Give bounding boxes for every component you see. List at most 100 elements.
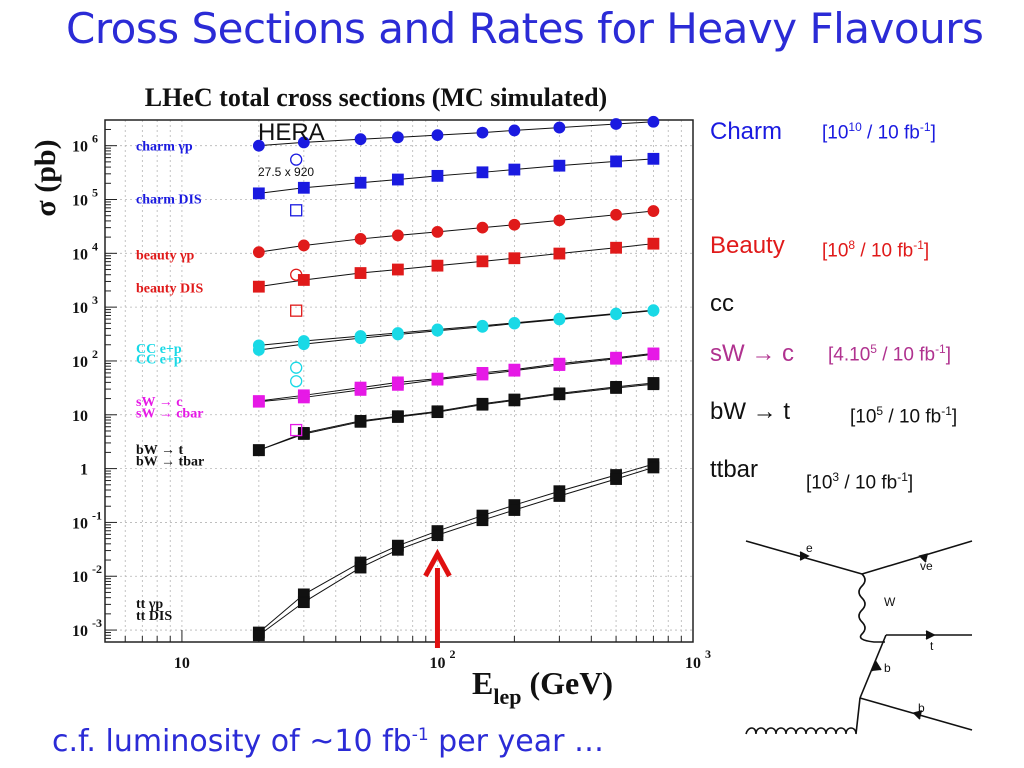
- data-point: [252, 246, 265, 259]
- series-line: [258, 158, 654, 194]
- data-point: [553, 490, 566, 502]
- hera-point: [290, 204, 303, 217]
- data-point: [476, 221, 489, 234]
- legend-entry: CC e+p: [136, 353, 182, 368]
- energy-arrow: [423, 548, 452, 648]
- data-point: [647, 152, 660, 165]
- data-point: [252, 629, 265, 642]
- rate-exp: 8: [848, 238, 856, 252]
- data-point: [610, 473, 622, 485]
- data-point: [297, 136, 310, 149]
- data-point: [647, 461, 660, 474]
- rate-lumi-exp: -1: [935, 342, 946, 356]
- rate-label: [4.105 / 10 fb-1]: [828, 342, 951, 366]
- hera-points: [290, 153, 303, 437]
- legend-entry: charm γp: [136, 140, 193, 155]
- y-tick-label-exp: -2: [92, 562, 102, 576]
- data-point: [297, 391, 310, 404]
- feynman-label-ve: ve: [920, 559, 933, 573]
- legend-entry: tt γp: [136, 597, 163, 612]
- y-tick-label: 10: [72, 300, 88, 317]
- series-line: [258, 310, 654, 351]
- data-point: [354, 267, 367, 279]
- data-point: [252, 344, 265, 356]
- feynman-arrow-bbar: [912, 710, 923, 720]
- data-point: [553, 247, 566, 260]
- series-markers: [252, 115, 660, 642]
- series-line: [258, 352, 654, 402]
- rate-exp: 10: [848, 120, 862, 134]
- y-tick-label: 10: [72, 515, 88, 532]
- series-line: [258, 210, 654, 253]
- rate-base: [10: [822, 240, 849, 262]
- rate-close: ]: [923, 240, 930, 262]
- rate-label: [103 / 10 fb-1]: [806, 470, 913, 494]
- y-tick-label-exp: -3: [92, 616, 102, 630]
- data-point: [647, 205, 660, 217]
- data-point: [610, 208, 622, 221]
- x-axis-label: Elep (GeV): [472, 665, 613, 709]
- data-point: [647, 304, 660, 317]
- feynman-b-line: [859, 634, 887, 699]
- data-point: [431, 324, 444, 337]
- data-point: [508, 252, 521, 265]
- y-tick-label-exp: 6: [92, 132, 98, 146]
- y-tick-label: 1: [80, 462, 88, 479]
- feynman-gluon: [745, 697, 861, 735]
- rate-base: [10: [850, 406, 877, 428]
- rate-close: ]: [930, 122, 936, 144]
- rate-label: [108 / 10 fb-1]: [822, 238, 929, 262]
- rate-lumi-exp: -1: [941, 404, 952, 418]
- data-point: [610, 352, 622, 365]
- legend-entry: sW → cbar: [136, 407, 203, 422]
- legend-entry: sW → c: [136, 395, 182, 410]
- luminosity-note-exp: -1: [411, 725, 429, 745]
- data-point: [391, 543, 404, 556]
- data-point: [508, 124, 521, 137]
- y-tick-label-exp: 2: [92, 347, 98, 361]
- data-point: [391, 328, 404, 341]
- data-point: [391, 411, 404, 423]
- data-point: [476, 255, 489, 268]
- legend-entry: beauty DIS: [136, 282, 204, 297]
- legend-entry: beauty γp: [136, 249, 194, 264]
- process-label: cc: [710, 290, 734, 317]
- rate-label: [105 / 10 fb-1]: [850, 404, 957, 428]
- series-line: [258, 121, 654, 147]
- legend-entry: tt DIS: [136, 609, 172, 624]
- x-axis-label-unit: (GeV): [529, 665, 613, 701]
- feynman-diagram: [745, 540, 973, 735]
- plot-frame: [104, 119, 694, 643]
- data-point: [431, 529, 444, 542]
- hera-point: [290, 423, 303, 437]
- x-tick-label-exp: 3: [705, 647, 711, 661]
- data-point: [431, 129, 444, 142]
- series-line: [258, 382, 654, 451]
- data-point: [297, 239, 310, 252]
- y-tick-label: 10: [72, 246, 88, 263]
- data-point: [610, 308, 622, 321]
- data-point: [252, 139, 265, 152]
- y-tick-label: 10: [72, 139, 88, 156]
- data-point: [476, 320, 489, 333]
- x-axis-label-sub: lep: [493, 684, 521, 709]
- legend-entry: bW → tbar: [136, 455, 204, 470]
- process-label: Beauty: [710, 232, 785, 259]
- data-point: [354, 383, 367, 396]
- y-tick-label-exp: 3: [92, 293, 98, 307]
- rate-lumi: / 10 fb: [883, 406, 942, 428]
- x-axis-label-main: E: [472, 665, 493, 701]
- data-point: [476, 126, 489, 139]
- rate-lumi: / 10 fb: [855, 240, 914, 262]
- data-point: [354, 332, 367, 345]
- feynman-arrow-b: [871, 660, 882, 672]
- data-point: [476, 368, 489, 381]
- feynman-label-w: W: [884, 595, 896, 609]
- hera-label: HERA: [258, 119, 325, 146]
- hera-point: [290, 375, 303, 388]
- rate-close: ]: [945, 344, 952, 366]
- rate-close: ]: [907, 472, 914, 494]
- data-point: [508, 394, 521, 407]
- series-line: [258, 383, 654, 451]
- data-point: [431, 406, 444, 419]
